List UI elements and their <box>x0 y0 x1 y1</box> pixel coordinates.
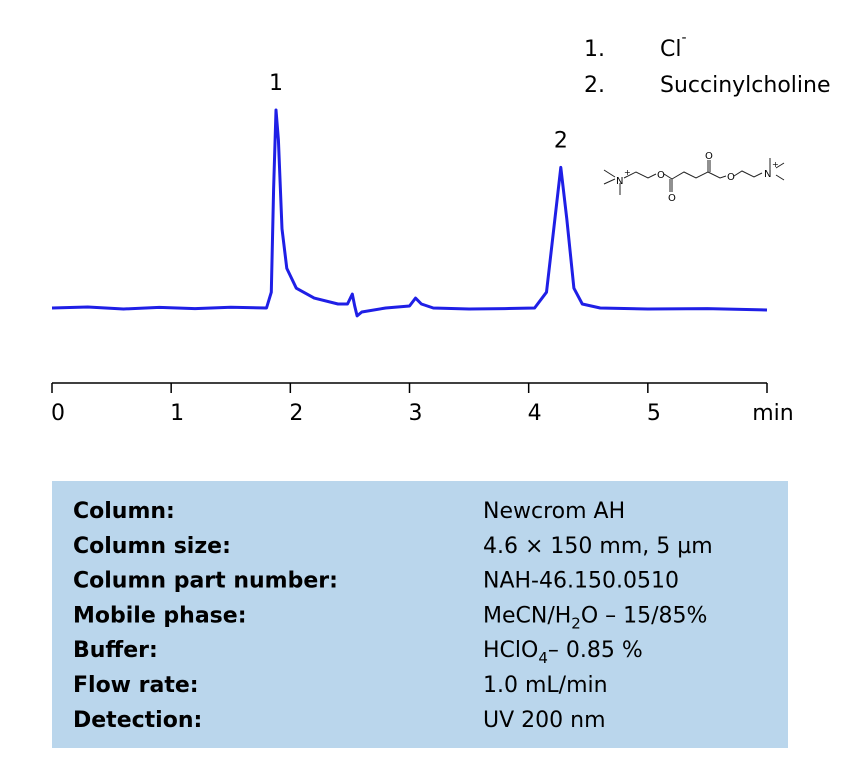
value-text: Newcrom AH <box>483 499 625 524</box>
legend-name-text: Cl <box>660 37 681 62</box>
row-value: Newcrom AH <box>483 499 625 524</box>
legend-charge: - <box>681 30 686 46</box>
row-label: Column size: <box>73 534 231 559</box>
row-value: UV 200 nm <box>483 708 606 733</box>
x-tick-label: min <box>752 401 794 426</box>
row-value: HClO4– 0.85 % <box>483 638 643 667</box>
value-text: MeCN/H <box>483 603 571 628</box>
x-tick-label: 0 <box>51 401 65 426</box>
atom-charge: + <box>772 160 779 169</box>
value-text: O – 15/85% <box>581 603 708 628</box>
row-value: MeCN/H2O – 15/85% <box>483 603 707 632</box>
subscript: 2 <box>571 614 581 632</box>
legend-number: 2. <box>584 73 605 98</box>
value-text: UV 200 nm <box>483 708 606 733</box>
row-label: Column part number: <box>73 569 338 594</box>
subscript: 4 <box>538 649 548 667</box>
row-label: Mobile phase: <box>73 603 247 628</box>
atom: O <box>705 151 713 162</box>
x-tick-label: 5 <box>647 401 661 426</box>
row-label: Column: <box>73 499 175 524</box>
legend-number: 1. <box>584 37 605 62</box>
peak-label: 1 <box>269 71 283 96</box>
legend-name-text: Succinylcholine <box>660 73 831 98</box>
legend-name: Succinylcholine <box>660 73 831 98</box>
bonds <box>603 158 785 195</box>
legend-name: Cl- <box>660 30 687 62</box>
value-text: HClO <box>483 638 538 663</box>
structure: N + O O O O N + <box>603 151 785 204</box>
x-tick-label: 1 <box>170 401 184 426</box>
row-label: Flow rate: <box>73 673 199 698</box>
peak-label: 2 <box>554 128 568 153</box>
row-value: NAH-46.150.0510 <box>483 569 679 594</box>
x-tick-label: 2 <box>289 401 303 426</box>
row-label: Buffer: <box>73 638 158 663</box>
atom-charge: + <box>624 168 631 177</box>
x-tick-label: 4 <box>528 401 542 426</box>
atom: N <box>616 176 623 187</box>
value-text: 4.6 × 150 mm, 5 µm <box>483 534 713 559</box>
atom: N <box>764 169 771 180</box>
row-value: 1.0 mL/min <box>483 673 608 698</box>
atom: O <box>727 172 735 183</box>
row-value: 4.6 × 150 mm, 5 µm <box>483 534 713 559</box>
value-text: 1.0 mL/min <box>483 673 608 698</box>
row-label: Detection: <box>73 708 202 733</box>
atom: O <box>657 170 665 181</box>
atom: O <box>668 193 676 204</box>
value-text: NAH-46.150.0510 <box>483 569 679 594</box>
value-text: – 0.85 % <box>548 638 643 663</box>
x-tick-label: 3 <box>409 401 423 426</box>
info-panel <box>52 481 788 748</box>
trace <box>51 108 768 318</box>
